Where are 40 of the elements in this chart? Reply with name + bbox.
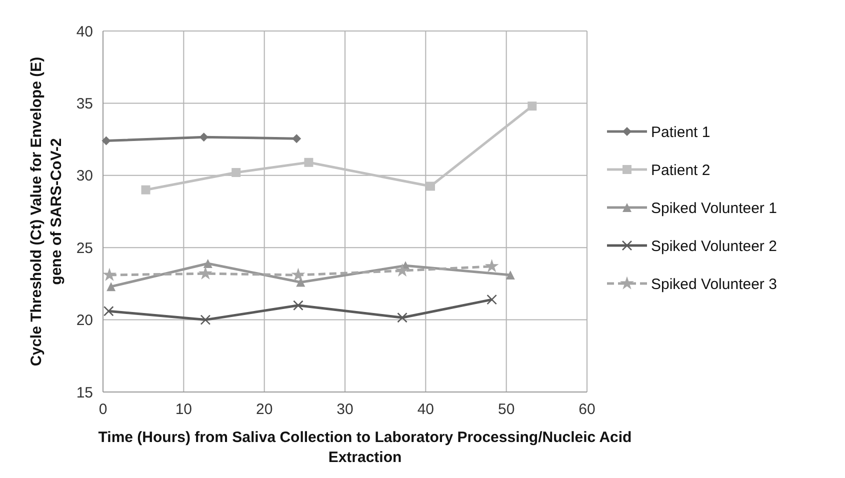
point <box>203 258 212 268</box>
point <box>395 263 410 277</box>
point <box>232 168 241 178</box>
point <box>200 314 211 325</box>
y-tick-label: 30 <box>76 168 93 185</box>
point <box>291 268 306 281</box>
legend-label: Spiked Volunteer 1 <box>651 200 777 217</box>
point <box>397 312 408 323</box>
y-tick-label: 25 <box>76 240 93 257</box>
y-tick-label: 15 <box>76 384 93 402</box>
point <box>106 282 116 292</box>
x-tick-label: 60 <box>578 401 596 418</box>
legend-label: Patient 1 <box>651 124 710 141</box>
x-tick-label: 10 <box>175 401 192 418</box>
x-tick-label: 0 <box>98 401 108 418</box>
point <box>102 136 111 146</box>
point <box>426 182 436 191</box>
legend-label: Spiked Volunteer 3 <box>651 276 777 293</box>
point <box>486 294 497 305</box>
y-tick-label: 35 <box>76 95 93 112</box>
point <box>198 266 212 280</box>
y-tick-label: 40 <box>76 23 93 40</box>
point <box>528 102 537 111</box>
point <box>304 158 314 167</box>
point <box>102 268 116 281</box>
y-axis-title: Cycle Threshold (Ct) Value for Envelope (E) gene of SARS-CoV-2 <box>28 56 65 366</box>
x-axis-title: Time (Hours) from Saliva Collection to Laboratory Processing/Nucleic Acid Extraction <box>98 429 632 466</box>
point <box>292 134 302 144</box>
y-tick-label: 20 <box>76 312 93 330</box>
x-tick-label: 50 <box>498 401 515 418</box>
point <box>103 306 114 316</box>
x-tick-label: 40 <box>417 401 434 418</box>
point <box>141 185 150 194</box>
point <box>484 259 499 272</box>
legend-label: Spiked Volunteer 2 <box>651 238 777 255</box>
point <box>293 300 304 311</box>
x-tick-label: 20 <box>256 401 273 418</box>
point <box>506 270 515 280</box>
legend-label: Patient 2 <box>651 162 710 179</box>
x-tick-label: 30 <box>336 401 354 418</box>
